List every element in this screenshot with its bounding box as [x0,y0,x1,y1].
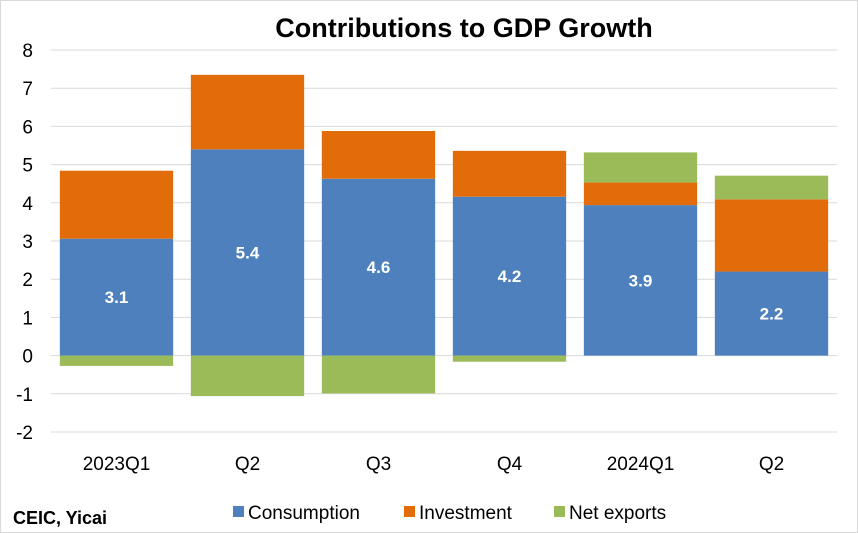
x-tick-label: Q4 [497,454,523,475]
bar-investment [59,170,174,239]
y-tick-label: -2 [16,423,33,444]
bar-consumption [583,205,698,356]
y-tick-label: 1 [22,308,33,329]
x-tick-label: Q2 [759,454,784,475]
source-note: CEIC, Yicai [13,508,107,528]
x-tick-label: Q3 [366,454,391,475]
legend-swatch [404,506,415,517]
y-tick-label: 8 [22,41,33,62]
bars [59,74,829,397]
y-axis: -2 -1 0 1 2 3 4 5 6 7 8 [16,41,33,444]
bar-investment [452,150,567,197]
bar-consumption [452,196,567,356]
y-tick-label: 3 [22,232,33,253]
bar-consumption [714,271,829,356]
legend-item-investment: Investment [404,503,513,524]
x-tick-label: 2023Q1 [83,454,151,475]
data-label: 5.4 [236,243,260,262]
data-label: 3.1 [105,288,129,307]
legend-item-net-exports: Net exports [554,503,666,524]
y-tick-label: 7 [22,79,33,100]
y-tick-label: 0 [22,347,33,368]
bar-consumption [59,238,174,356]
x-tick-label: Q2 [235,454,260,475]
legend-label: Net exports [569,503,666,524]
y-tick-label: 2 [22,270,33,291]
bar-investment [321,130,436,179]
x-axis: 2023Q1 Q2 Q3 Q4 2024Q1 Q2 [83,454,784,475]
legend-swatch [233,506,244,517]
y-tick-label: 5 [22,156,33,177]
y-tick-label: 6 [22,117,33,138]
data-label: 3.9 [629,271,653,290]
bar-net-exports [452,355,567,362]
bar-investment [190,74,305,150]
y-tick-label: -1 [16,385,33,406]
bar-net-exports [321,355,436,394]
y-tick-label: 4 [22,194,33,215]
bar-investment [583,182,698,206]
legend-label: Consumption [248,503,360,524]
bar-investment [714,199,829,272]
bar-consumption [190,149,305,356]
legend: Consumption Investment Net exports [233,503,666,524]
x-tick-label: 2024Q1 [607,454,675,475]
bar-net-exports [190,355,305,397]
chart-title: Contributions to GDP Growth [275,13,652,43]
data-label: 4.6 [367,258,391,277]
bar-net-exports [583,152,698,183]
bar-net-exports [714,175,829,200]
data-label: 2.2 [760,305,784,324]
bar-consumption [321,178,436,356]
legend-label: Investment [419,503,513,524]
bar-net-exports [59,355,174,366]
data-label: 4.2 [498,267,522,286]
legend-item-consumption: Consumption [233,503,360,524]
data-labels: 3.1 5.4 4.6 4.2 3.9 2.2 [105,243,784,323]
grid-lines [51,49,837,433]
legend-swatch [554,506,565,517]
